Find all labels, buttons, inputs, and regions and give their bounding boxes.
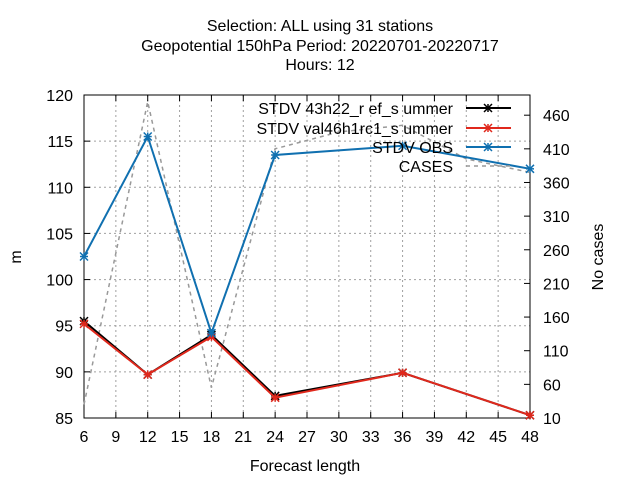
- x-tick-label: 6: [80, 429, 89, 446]
- y-tick-label: 90: [55, 365, 73, 382]
- y2-tick-label: 460: [543, 108, 570, 125]
- legend-label-0: STDV 43h22_r ef_s ummer: [258, 101, 453, 118]
- y2-tick-label: 110: [543, 344, 569, 361]
- x-tick-label: 24: [266, 429, 284, 446]
- x-tick-label: 9: [111, 429, 120, 446]
- y-tick-label: 95: [55, 319, 73, 336]
- x-tick-label: 21: [234, 429, 252, 446]
- y-tick-label: 115: [47, 134, 73, 151]
- y2-tick-label: 310: [543, 209, 570, 226]
- legend-marker-2: [483, 142, 493, 152]
- y2-axis-label: No cases: [590, 224, 607, 291]
- legend: STDV 43h22_r ef_s ummer STDV val46h1rc1_s…: [256, 101, 511, 176]
- x-tick-label: 39: [426, 429, 444, 446]
- y-tick-label: 85: [55, 411, 73, 428]
- y2-tick-label: 210: [543, 276, 570, 293]
- chart-title-line-1: Selection: ALL using 31 stations: [206, 18, 434, 35]
- legend-marker-1: [483, 123, 493, 133]
- y2-tick-label: 10: [543, 411, 561, 428]
- series-layer: [79, 101, 535, 420]
- y2-tick-label: 60: [543, 377, 561, 394]
- x-tick-label: 48: [521, 429, 539, 446]
- y-tick-label: 110: [47, 180, 73, 197]
- y-tick-label: 105: [46, 226, 73, 243]
- x-tick-label: 30: [330, 429, 348, 446]
- y-tick-label: 100: [46, 273, 73, 290]
- legend-label-2: STDV OBS: [372, 140, 453, 157]
- chart-title-line-2: Geopotential 150hPa Period: 20220701-202…: [141, 38, 499, 55]
- x-tick-label: 33: [362, 429, 380, 446]
- legend-label-1: STDV val46h1rc1_s ummer: [256, 121, 453, 138]
- x-tick-label: 36: [394, 429, 412, 446]
- grid: [84, 95, 530, 418]
- data-point: [143, 131, 153, 142]
- data-point: [79, 319, 89, 329]
- y2-tick-label: 360: [543, 175, 570, 192]
- y2-tick-label: 260: [543, 243, 570, 260]
- x-axis-label: Forecast length: [250, 458, 360, 475]
- y-tick-label: 120: [46, 88, 73, 105]
- data-point: [270, 150, 280, 160]
- series-line-2: [83, 133, 531, 337]
- legend-label-3: CASES: [399, 159, 453, 176]
- y2-tick-label: 410: [543, 142, 570, 159]
- x-tick-label: 12: [139, 429, 157, 446]
- data-point: [270, 393, 280, 403]
- x-tick-label: 42: [457, 429, 475, 446]
- series-line-1: [83, 323, 531, 417]
- y2-tick-label: 160: [543, 310, 570, 327]
- x-tick-label: 15: [171, 429, 189, 446]
- data-point: [206, 328, 216, 338]
- x-tick-label: 45: [489, 429, 507, 446]
- data-point: [79, 251, 89, 262]
- y-axis-label: m: [8, 250, 25, 263]
- legend-marker-0: [483, 103, 493, 113]
- data-point: [525, 410, 535, 420]
- x-tick-label: 18: [203, 429, 221, 446]
- data-point: [398, 141, 408, 151]
- data-point: [143, 370, 153, 380]
- data-point: [525, 164, 535, 174]
- axes: 6 9 12 15 18 21 24 27 30 33 36 39 42 45 48 85 90 95 100 105…: [46, 88, 570, 446]
- chart-title-line-3: Hours: 12: [285, 57, 355, 74]
- series-line-3: [83, 101, 531, 405]
- data-point: [398, 368, 408, 378]
- x-tick-label: 27: [298, 429, 316, 446]
